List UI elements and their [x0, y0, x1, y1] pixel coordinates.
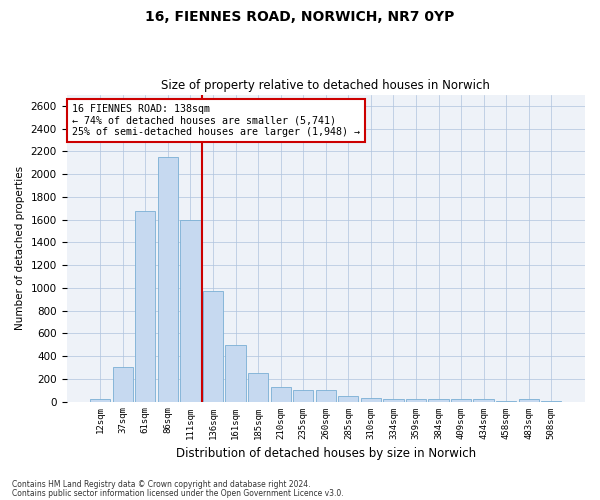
Bar — [271, 388, 291, 402]
Bar — [428, 400, 449, 402]
Bar — [451, 400, 471, 402]
Bar — [113, 368, 133, 402]
Bar — [248, 373, 268, 402]
Bar — [383, 400, 404, 402]
Bar — [293, 390, 313, 402]
Bar — [406, 400, 426, 402]
Bar — [135, 210, 155, 402]
Text: 16, FIENNES ROAD, NORWICH, NR7 0YP: 16, FIENNES ROAD, NORWICH, NR7 0YP — [145, 10, 455, 24]
Bar — [473, 400, 494, 402]
Bar — [518, 400, 539, 402]
Bar — [338, 396, 358, 402]
Bar — [158, 157, 178, 402]
Bar — [181, 220, 200, 402]
Text: Contains public sector information licensed under the Open Government Licence v3: Contains public sector information licen… — [12, 488, 344, 498]
Y-axis label: Number of detached properties: Number of detached properties — [15, 166, 25, 330]
Bar — [496, 401, 517, 402]
X-axis label: Distribution of detached houses by size in Norwich: Distribution of detached houses by size … — [176, 447, 476, 460]
Bar — [361, 398, 381, 402]
Bar — [203, 292, 223, 402]
Bar — [316, 390, 336, 402]
Text: Contains HM Land Registry data © Crown copyright and database right 2024.: Contains HM Land Registry data © Crown c… — [12, 480, 311, 489]
Bar — [90, 400, 110, 402]
Bar — [541, 401, 562, 402]
Bar — [226, 344, 246, 402]
Text: 16 FIENNES ROAD: 138sqm
← 74% of detached houses are smaller (5,741)
25% of semi: 16 FIENNES ROAD: 138sqm ← 74% of detache… — [72, 104, 360, 137]
Title: Size of property relative to detached houses in Norwich: Size of property relative to detached ho… — [161, 79, 490, 92]
